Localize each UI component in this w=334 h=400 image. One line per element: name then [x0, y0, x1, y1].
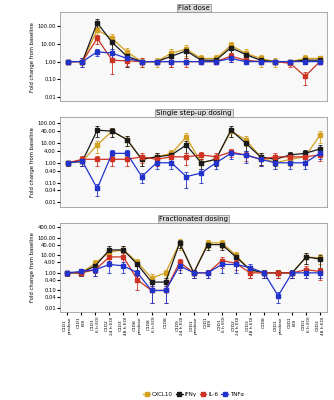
Y-axis label: Fold change from baseline: Fold change from baseline: [30, 22, 35, 92]
Y-axis label: Fold change from baseline: Fold change from baseline: [30, 232, 35, 302]
Title: Single step-up dosing: Single step-up dosing: [156, 110, 231, 116]
Y-axis label: Fold change from baseline: Fold change from baseline: [30, 127, 35, 197]
Legend: CXCL10, IFNγ, IL-6, TNFα: CXCL10, IFNγ, IL-6, TNFα: [144, 392, 244, 397]
Title: Fractionated dosing: Fractionated dosing: [159, 216, 228, 222]
Title: Flat dose: Flat dose: [178, 5, 210, 11]
